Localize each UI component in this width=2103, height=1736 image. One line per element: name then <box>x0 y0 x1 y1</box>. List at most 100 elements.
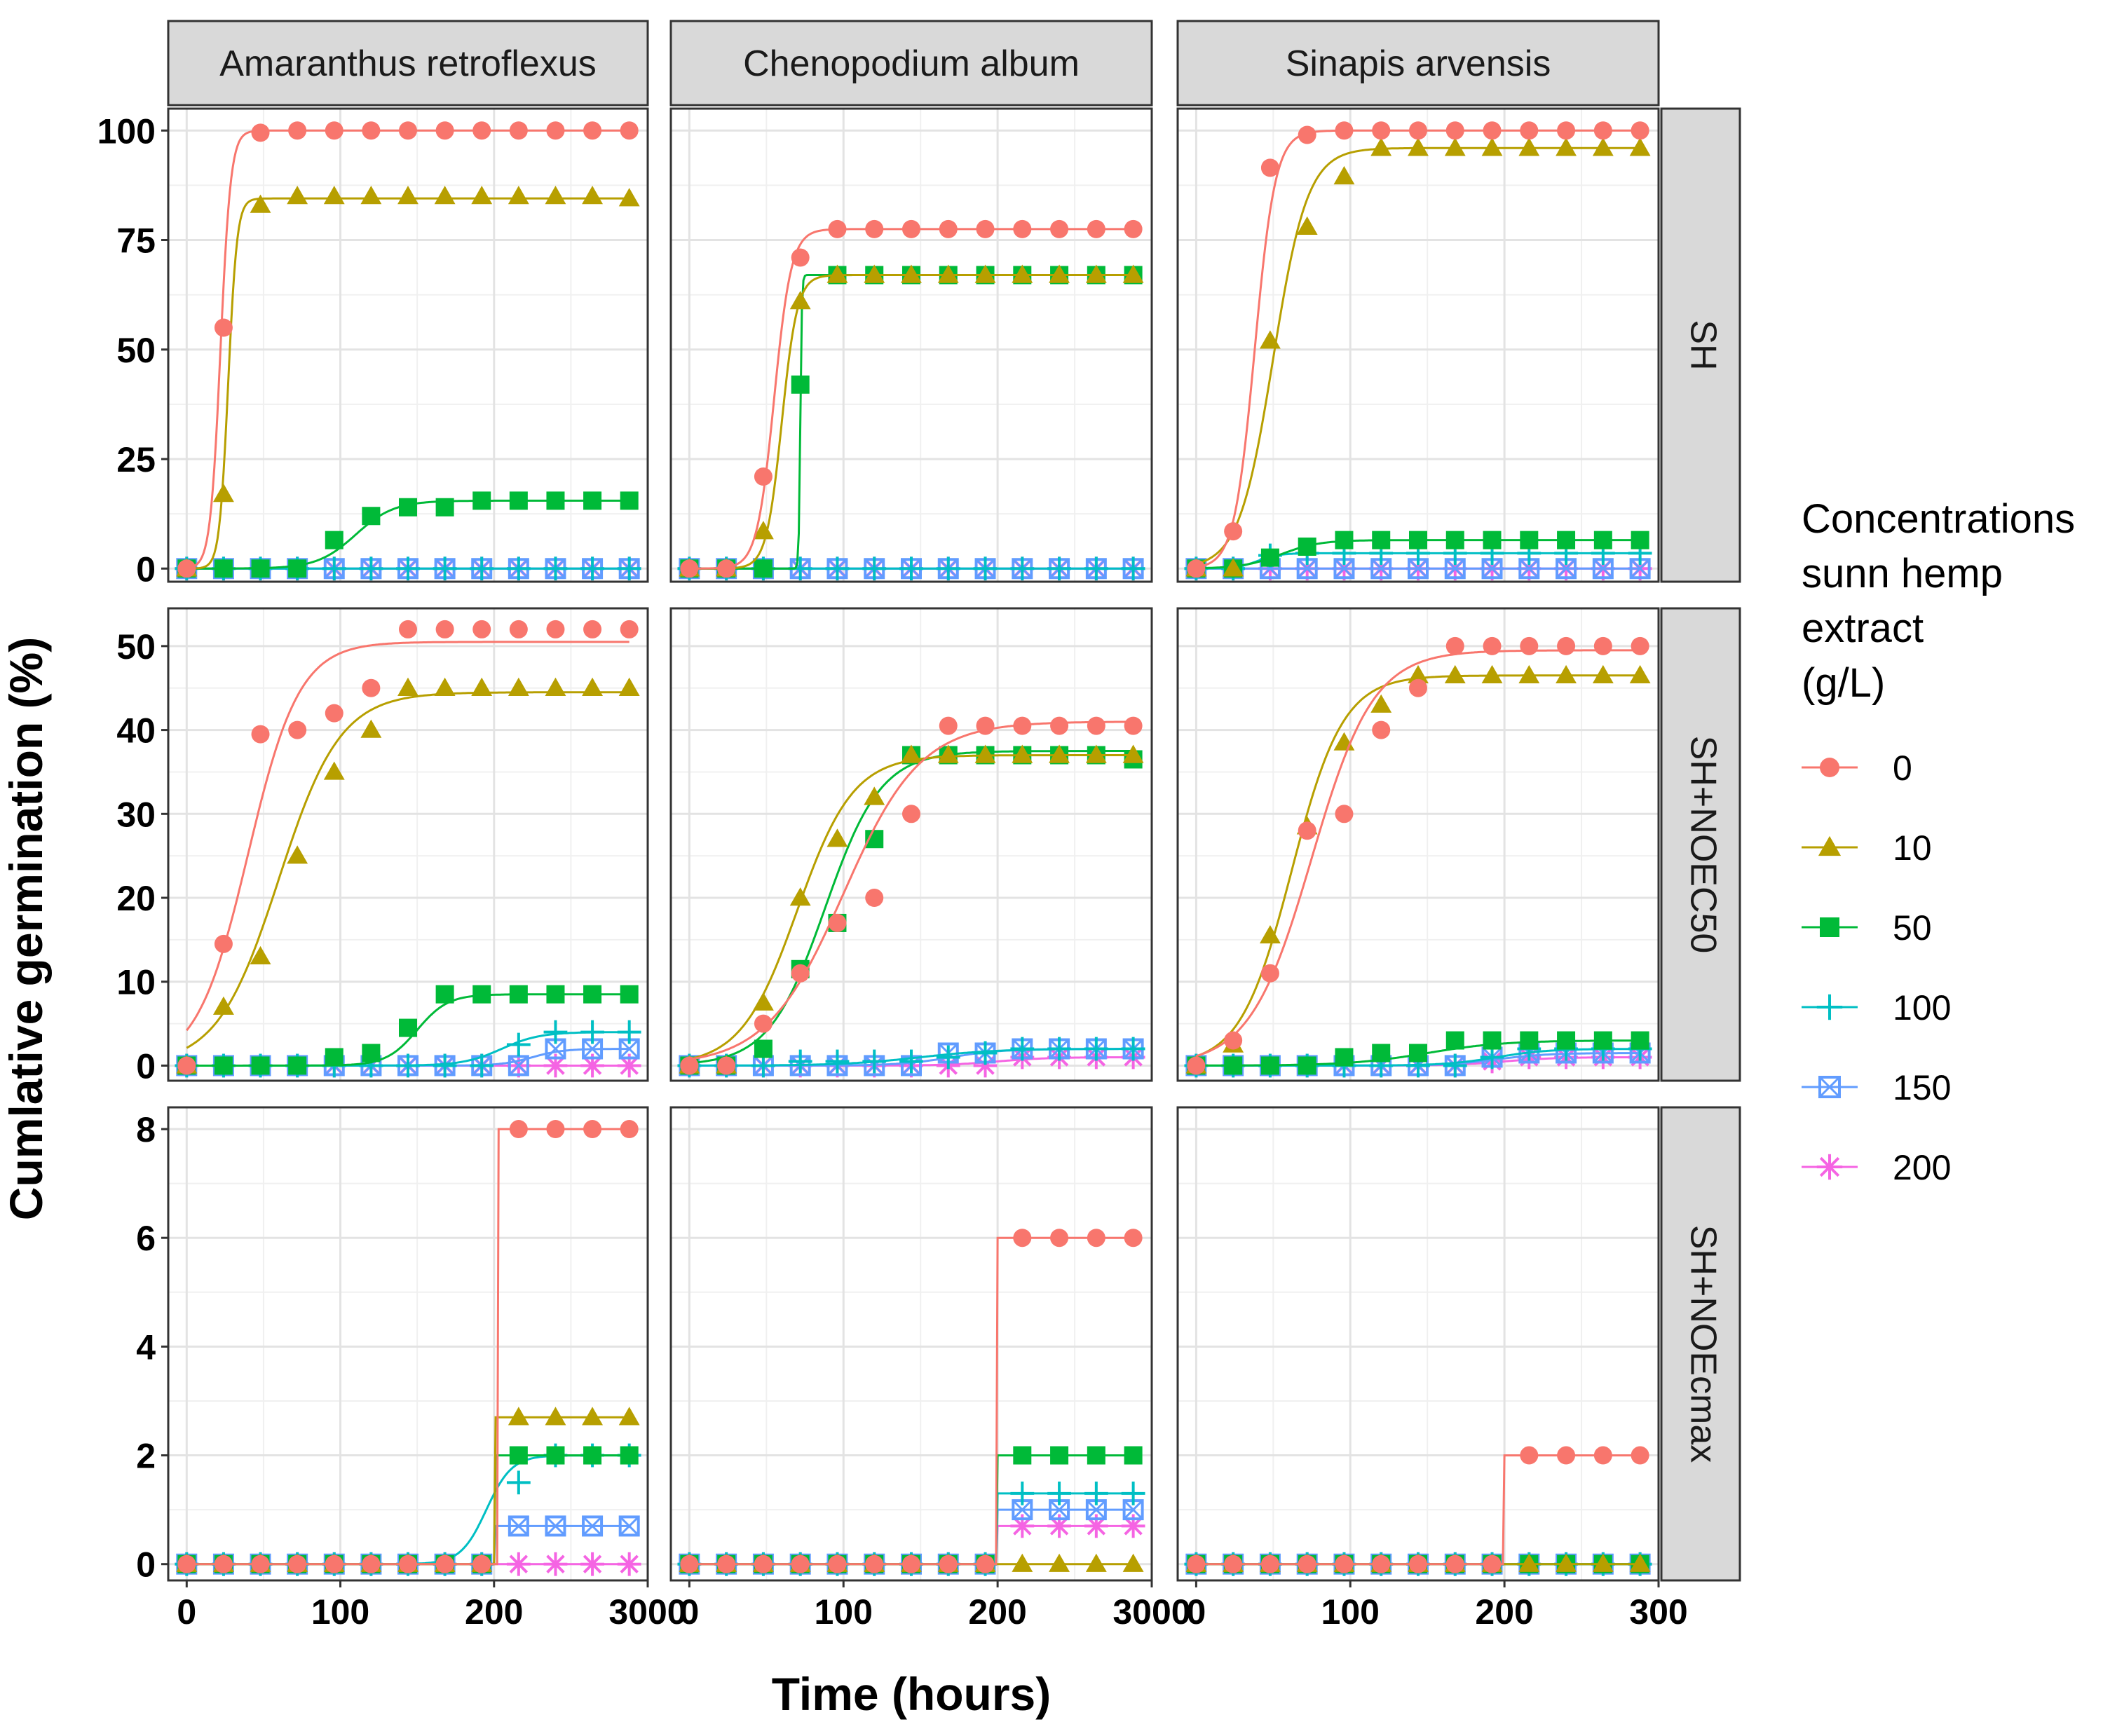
data-point <box>580 1020 604 1044</box>
data-point <box>617 1020 641 1044</box>
y-tick-label: 30 <box>116 795 156 834</box>
data-point <box>939 219 958 238</box>
y-tick-label: 0 <box>136 1046 156 1086</box>
data-point <box>1122 744 1144 763</box>
data-point <box>435 1554 454 1573</box>
legend-item: 150 <box>1802 1068 1951 1107</box>
data-point <box>1481 137 1503 156</box>
data-point <box>1224 1031 1243 1050</box>
data-point <box>717 1056 736 1075</box>
data-point <box>1260 964 1279 983</box>
y-tick-label: 0 <box>136 549 156 589</box>
series-0 <box>680 219 1143 578</box>
data-point <box>1631 121 1649 140</box>
data-point <box>1409 1044 1427 1062</box>
data-point <box>788 1049 812 1074</box>
legend-marker <box>1820 758 1839 777</box>
data-point <box>288 1554 307 1573</box>
data-point <box>973 1041 998 1065</box>
data-point <box>1518 664 1540 683</box>
data-point <box>899 556 923 581</box>
data-point <box>1224 522 1243 541</box>
x-tick-label: 200 <box>465 1592 523 1632</box>
data-point <box>1259 924 1281 944</box>
data-point <box>1224 1056 1243 1075</box>
data-point <box>1084 556 1108 581</box>
data-point <box>901 264 922 283</box>
legend-item: 10 <box>1802 828 1932 868</box>
data-point <box>435 121 454 140</box>
data-point <box>1224 1554 1243 1573</box>
data-point <box>1260 158 1279 177</box>
column-strip-label: Amaranthus retroflexus <box>219 43 597 84</box>
data-point <box>545 1515 566 1537</box>
data-point <box>545 677 566 696</box>
data-point <box>1445 121 1464 140</box>
data-point <box>1013 1229 1032 1248</box>
data-point <box>620 1120 639 1139</box>
data-point <box>1631 1446 1649 1465</box>
data-point <box>583 491 602 510</box>
legend-label: 0 <box>1893 749 1912 788</box>
data-point <box>506 1552 531 1576</box>
column-strip-label: Chenopodium album <box>743 43 1080 84</box>
data-point <box>754 1014 773 1033</box>
data-point <box>1087 1229 1105 1248</box>
panel-border <box>1176 607 1660 1082</box>
y-tick-label: 8 <box>136 1110 156 1149</box>
data-point <box>472 1554 491 1573</box>
data-point <box>1556 1553 1577 1572</box>
series-50 <box>1187 1031 1649 1075</box>
data-point <box>506 1470 531 1495</box>
data-point <box>582 677 604 696</box>
series-100 <box>677 1037 1145 1078</box>
data-point <box>717 1554 736 1573</box>
series-0 <box>177 121 639 578</box>
x-tick-label: 200 <box>968 1592 1026 1632</box>
data-point <box>864 264 885 283</box>
data-point <box>1298 538 1316 556</box>
x-tick-label: 0 <box>1186 1592 1206 1632</box>
legend-label: 50 <box>1893 908 1932 948</box>
data-point <box>620 985 639 1004</box>
data-point <box>546 620 565 638</box>
data-point <box>508 186 529 205</box>
data-point <box>360 719 382 738</box>
data-point <box>397 186 418 205</box>
column-strip <box>1176 20 1660 107</box>
data-point <box>251 1056 270 1075</box>
data-point <box>1121 1481 1145 1505</box>
data-point <box>754 467 773 486</box>
data-point <box>543 1020 568 1044</box>
data-point <box>580 556 604 581</box>
data-point <box>433 556 457 581</box>
data-point <box>791 375 810 394</box>
data-point <box>1556 137 1577 156</box>
data-point <box>1372 1554 1391 1573</box>
data-point <box>789 887 811 906</box>
legend-label: 200 <box>1893 1148 1951 1187</box>
x-tick-label: 3000 <box>1112 1592 1190 1632</box>
data-point <box>620 491 639 510</box>
data-point <box>1084 1481 1108 1505</box>
data-point <box>399 1018 417 1037</box>
legend-item: 0 <box>1802 749 1912 788</box>
data-point <box>1335 805 1354 823</box>
data-point <box>1050 1446 1069 1465</box>
data-point <box>396 556 420 581</box>
y-tick-label: 50 <box>116 627 156 667</box>
data-point <box>1409 1554 1427 1573</box>
data-point <box>1049 744 1070 763</box>
data-point <box>1483 531 1502 549</box>
data-point <box>1087 1446 1105 1465</box>
row-strip-label: SH+NOEC50 <box>1682 736 1723 954</box>
data-point <box>1445 531 1464 549</box>
data-point <box>901 744 922 763</box>
data-point <box>825 556 850 581</box>
data-point <box>322 556 346 581</box>
data-point <box>177 1554 196 1573</box>
data-point <box>1298 821 1316 840</box>
legend-marker <box>1816 994 1843 1020</box>
y-tick-label: 50 <box>116 331 156 370</box>
data-point <box>1124 219 1143 238</box>
